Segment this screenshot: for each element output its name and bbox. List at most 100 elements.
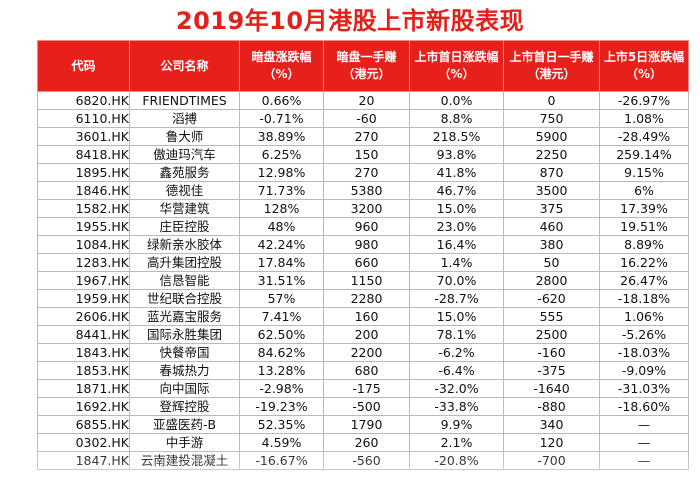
cell-first-day-lot-gain: 2250 bbox=[503, 145, 600, 164]
cell-grey-market-change: -2.98% bbox=[239, 379, 324, 398]
cell-grey-market-lot-gain: 2200 bbox=[323, 343, 410, 362]
cell-first-day-change: 15.0% bbox=[409, 307, 504, 326]
cell-code: 1843.HK bbox=[37, 343, 130, 362]
table-row: 1895.HK 鑫苑服务 12.98% 270 41.8% 870 9.15% bbox=[37, 163, 689, 182]
cell-company-name: 世纪联合控股 bbox=[129, 289, 240, 308]
table-row: 1692.HK 登辉控股 -19.23% -500 -33.8% -880 -18.60% bbox=[37, 397, 689, 416]
cell-five-day-change: — bbox=[599, 451, 689, 470]
cell-company-name: 鲁大师 bbox=[129, 127, 240, 146]
cell-company-name: 向中国际 bbox=[129, 379, 240, 398]
table-row: 3601.HK 鲁大师 38.89% 270 218.5% 5900 -28.49% bbox=[37, 127, 689, 146]
cell-code: 1955.HK bbox=[37, 217, 130, 236]
cell-company-name: 蓝光嘉宝服务 bbox=[129, 307, 240, 326]
cell-company-name: 云南建投混凝土 bbox=[129, 451, 240, 470]
cell-grey-market-change: 12.98% bbox=[239, 163, 324, 182]
cell-first-day-lot-gain: -700 bbox=[503, 451, 600, 470]
cell-grey-market-lot-gain: 680 bbox=[323, 361, 410, 380]
cell-code: 1084.HK bbox=[37, 235, 130, 254]
cell-code: 1283.HK bbox=[37, 253, 130, 272]
table-row: 1283.HK 高升集团控股 17.84% 660 1.4% 50 16.22% bbox=[37, 253, 689, 272]
table-row: 1846.HK 德视佳 71.73% 5380 46.7% 3500 6% bbox=[37, 181, 689, 200]
header-grey-market-change: 暗盘涨跌幅 （%） bbox=[239, 40, 324, 92]
table-row: 2606.HK 蓝光嘉宝服务 7.41% 160 15.0% 555 1.06% bbox=[37, 307, 689, 326]
cell-grey-market-lot-gain: 980 bbox=[323, 235, 410, 254]
table-row: 0302.HK 中手游 4.59% 260 2.1% 120— bbox=[37, 433, 689, 452]
cell-first-day-lot-gain: -375 bbox=[503, 361, 600, 380]
cell-five-day-change: -9.09% bbox=[599, 361, 689, 380]
table-row: 6820.HK FRIENDTIMES 0.66% 20 0.0% 0 -26.97% bbox=[37, 91, 689, 110]
cell-five-day-change: -26.97% bbox=[599, 91, 689, 110]
cell-first-day-change: 1.4% bbox=[409, 253, 504, 272]
cell-first-day-change: 93.8% bbox=[409, 145, 504, 164]
table-row: 1853.HK 春城热力 13.28% 680 -6.4% -375 -9.09% bbox=[37, 361, 689, 380]
cell-grey-market-lot-gain: -560 bbox=[323, 451, 410, 470]
cell-company-name: FRIENDTIMES bbox=[129, 91, 240, 110]
header-company-name: 公司名称 bbox=[129, 40, 240, 92]
cell-company-name: 德视佳 bbox=[129, 181, 240, 200]
header-first-day-change: 上市首日涨跌幅 （%） bbox=[409, 40, 504, 92]
cell-company-name: 国际永胜集团 bbox=[129, 325, 240, 344]
cell-company-name: 春城热力 bbox=[129, 361, 240, 380]
cell-grey-market-change: 42.24% bbox=[239, 235, 324, 254]
cell-company-name: 信恳智能 bbox=[129, 271, 240, 290]
cell-grey-market-change: -19.23% bbox=[239, 397, 324, 416]
cell-grey-market-lot-gain: 5380 bbox=[323, 181, 410, 200]
cell-first-day-lot-gain: 375 bbox=[503, 199, 600, 218]
cell-first-day-lot-gain: 870 bbox=[503, 163, 600, 182]
table-row: 1967.HK 信恳智能 31.51% 1150 70.0% 2800 26.47% bbox=[37, 271, 689, 290]
cell-code: 6110.HK bbox=[37, 109, 130, 128]
header-code: 代码 bbox=[37, 40, 130, 92]
table-row: 1847.HK 云南建投混凝土 -16.67% -560 -20.8% -700— bbox=[37, 451, 689, 470]
cell-company-name: 华营建筑 bbox=[129, 199, 240, 218]
cell-company-name: 高升集团控股 bbox=[129, 253, 240, 272]
cell-five-day-change: 6% bbox=[599, 181, 689, 200]
cell-grey-market-change: 57% bbox=[239, 289, 324, 308]
table-row: 1871.HK 向中国际 -2.98% -175 -32.0% -1640 -31.03% bbox=[37, 379, 689, 398]
cell-grey-market-change: -16.67% bbox=[239, 451, 324, 470]
cell-grey-market-change: 71.73% bbox=[239, 181, 324, 200]
cell-grey-market-lot-gain: 270 bbox=[323, 127, 410, 146]
cell-first-day-lot-gain: 340 bbox=[503, 415, 600, 434]
cell-first-day-change: -20.8% bbox=[409, 451, 504, 470]
cell-grey-market-change: 62.50% bbox=[239, 325, 324, 344]
cell-five-day-change: -18.18% bbox=[599, 289, 689, 308]
cell-grey-market-lot-gain: 160 bbox=[323, 307, 410, 326]
cell-first-day-change: 218.5% bbox=[409, 127, 504, 146]
cell-grey-market-lot-gain: 150 bbox=[323, 145, 410, 164]
cell-code: 6820.HK bbox=[37, 91, 130, 110]
cell-first-day-lot-gain: 460 bbox=[503, 217, 600, 236]
cell-first-day-lot-gain: -160 bbox=[503, 343, 600, 362]
cell-first-day-change: 9.9% bbox=[409, 415, 504, 434]
cell-first-day-change: 41.8% bbox=[409, 163, 504, 182]
cell-first-day-change: 8.8% bbox=[409, 109, 504, 128]
table-row: 8418.HK 傲迪玛汽车 6.25% 150 93.8% 2250 259.14% bbox=[37, 145, 689, 164]
cell-first-day-change: 2.1% bbox=[409, 433, 504, 452]
cell-code: 8441.HK bbox=[37, 325, 130, 344]
cell-five-day-change: -18.60% bbox=[599, 397, 689, 416]
cell-grey-market-change: 128% bbox=[239, 199, 324, 218]
cell-five-day-change: 26.47% bbox=[599, 271, 689, 290]
cell-company-name: 庄臣控股 bbox=[129, 217, 240, 236]
cell-grey-market-change: 84.62% bbox=[239, 343, 324, 362]
cell-five-day-change: -18.03% bbox=[599, 343, 689, 362]
cell-code: 1853.HK bbox=[37, 361, 130, 380]
cell-five-day-change: 259.14% bbox=[599, 145, 689, 164]
cell-five-day-change: 19.51% bbox=[599, 217, 689, 236]
table-row: 1843.HK 快餐帝国 84.62% 2200 -6.2% -160 -18.03% bbox=[37, 343, 689, 362]
cell-grey-market-lot-gain: 660 bbox=[323, 253, 410, 272]
header-grey-market-lot-gain: 暗盘一手赚 （港元） bbox=[323, 40, 410, 92]
cell-first-day-change: -33.8% bbox=[409, 397, 504, 416]
header-five-day-change: 上市5日涨跌幅 （%） bbox=[599, 40, 689, 92]
cell-code: 1847.HK bbox=[37, 451, 130, 470]
cell-grey-market-change: 52.35% bbox=[239, 415, 324, 434]
cell-first-day-change: 46.7% bbox=[409, 181, 504, 200]
cell-grey-market-lot-gain: -500 bbox=[323, 397, 410, 416]
table-header-row: 代码 公司名称 暗盘涨跌幅 （%） 暗盘一手赚 （港元） 上市首日涨跌幅 （%） 上市… bbox=[37, 40, 689, 92]
cell-company-name: 绿新亲水胶体 bbox=[129, 235, 240, 254]
cell-five-day-change: 9.15% bbox=[599, 163, 689, 182]
cell-first-day-change: 15.0% bbox=[409, 199, 504, 218]
cell-first-day-lot-gain: 750 bbox=[503, 109, 600, 128]
cell-first-day-lot-gain: -880 bbox=[503, 397, 600, 416]
cell-grey-market-lot-gain: 1790 bbox=[323, 415, 410, 434]
